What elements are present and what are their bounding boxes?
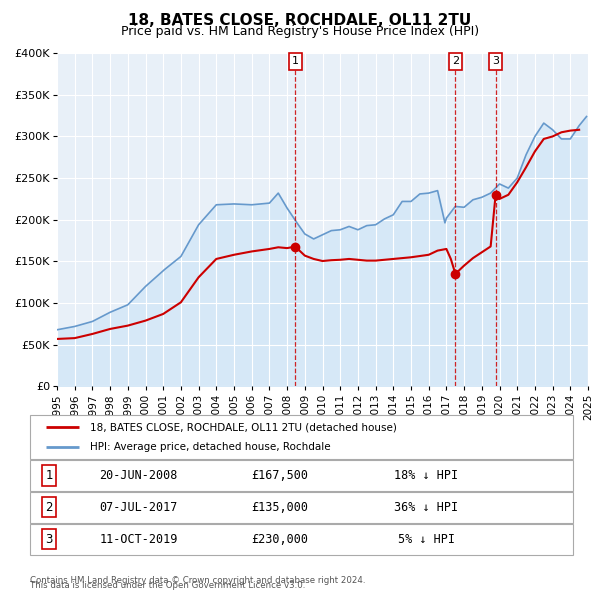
Text: Price paid vs. HM Land Registry's House Price Index (HPI): Price paid vs. HM Land Registry's House … <box>121 25 479 38</box>
Text: 1: 1 <box>45 469 53 482</box>
Text: 18, BATES CLOSE, ROCHDALE, OL11 2TU (detached house): 18, BATES CLOSE, ROCHDALE, OL11 2TU (det… <box>90 422 397 432</box>
Text: 18, BATES CLOSE, ROCHDALE, OL11 2TU: 18, BATES CLOSE, ROCHDALE, OL11 2TU <box>128 13 472 28</box>
Text: 20-JUN-2008: 20-JUN-2008 <box>100 469 178 482</box>
Text: HPI: Average price, detached house, Rochdale: HPI: Average price, detached house, Roch… <box>90 442 331 451</box>
Text: 07-JUL-2017: 07-JUL-2017 <box>100 501 178 514</box>
Text: £135,000: £135,000 <box>251 501 308 514</box>
Text: 36% ↓ HPI: 36% ↓ HPI <box>394 501 458 514</box>
Text: 11-OCT-2019: 11-OCT-2019 <box>100 533 178 546</box>
Text: £167,500: £167,500 <box>251 469 308 482</box>
Text: 3: 3 <box>492 57 499 67</box>
Text: Contains HM Land Registry data © Crown copyright and database right 2024.: Contains HM Land Registry data © Crown c… <box>30 576 365 585</box>
Text: 5% ↓ HPI: 5% ↓ HPI <box>398 533 455 546</box>
Text: £230,000: £230,000 <box>251 533 308 546</box>
Text: 3: 3 <box>46 533 53 546</box>
Text: 18% ↓ HPI: 18% ↓ HPI <box>394 469 458 482</box>
Text: 1: 1 <box>292 57 299 67</box>
Text: 2: 2 <box>45 501 53 514</box>
Text: This data is licensed under the Open Government Licence v3.0.: This data is licensed under the Open Gov… <box>30 581 305 590</box>
Text: 2: 2 <box>452 57 459 67</box>
